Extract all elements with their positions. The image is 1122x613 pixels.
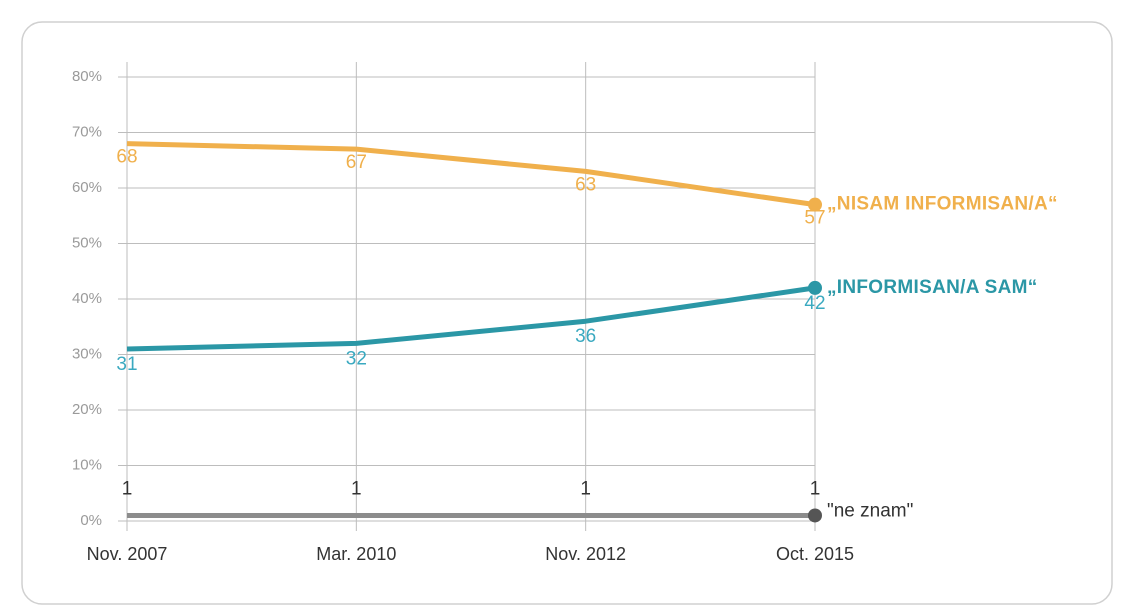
end-marker xyxy=(808,508,822,523)
data-label: 31 xyxy=(116,354,137,375)
x-tick-label: Oct. 2015 xyxy=(776,544,854,564)
series-name: „NISAM INFORMISAN/A“ xyxy=(827,194,1058,215)
y-tick-label: 0% xyxy=(80,512,102,529)
data-label: 57 xyxy=(804,208,825,229)
series-line xyxy=(126,141,816,208)
data-label: 1 xyxy=(580,478,591,499)
y-tick-label: 10% xyxy=(72,456,102,473)
data-label: 32 xyxy=(346,348,367,369)
series-name: „INFORMISAN/A SAM“ xyxy=(827,277,1038,298)
data-label: 42 xyxy=(804,293,825,314)
data-label: 63 xyxy=(575,174,596,195)
end-marker xyxy=(808,197,822,212)
y-tick-label: 80% xyxy=(72,68,102,85)
y-tick-label: 40% xyxy=(72,290,102,307)
y-tick-label: 50% xyxy=(72,234,102,251)
y-tick-label: 60% xyxy=(72,179,102,196)
grid xyxy=(118,62,816,531)
x-tick-label: Mar. 2010 xyxy=(316,544,396,564)
label-layer: 0% 10% 20% 30% 40% 50% 60% 70% 80% Nov. 2007 Mar. … xyxy=(72,68,1058,564)
data-label: 36 xyxy=(575,326,596,347)
y-tick-label: 70% xyxy=(72,123,102,140)
series-name: "ne znam" xyxy=(827,500,913,521)
y-tick-label: 20% xyxy=(72,401,102,418)
end-marker xyxy=(808,280,822,295)
x-tick-label: Nov. 2007 xyxy=(87,544,168,564)
series-layer xyxy=(126,141,822,523)
data-label: 68 xyxy=(116,147,137,168)
series-line xyxy=(126,285,816,352)
data-label: 1 xyxy=(810,478,821,499)
data-label: 67 xyxy=(346,152,367,173)
data-label: 1 xyxy=(351,478,362,499)
frame xyxy=(21,21,1113,605)
x-tick-label: Nov. 2012 xyxy=(545,544,626,564)
y-tick-label: 30% xyxy=(72,345,102,362)
data-label: 1 xyxy=(122,478,133,499)
